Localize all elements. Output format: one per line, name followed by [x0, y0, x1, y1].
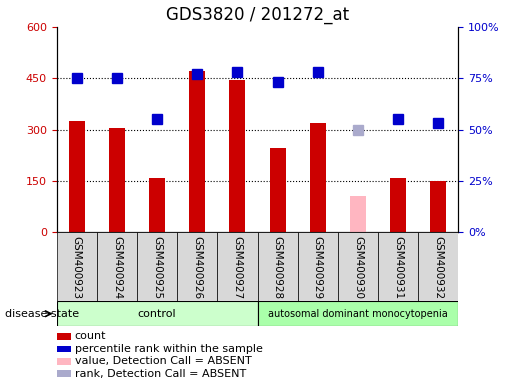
Text: GSM400928: GSM400928 — [272, 236, 283, 299]
Text: percentile rank within the sample: percentile rank within the sample — [75, 344, 263, 354]
Bar — [390, 177, 406, 232]
Bar — [57, 301, 258, 326]
Bar — [57, 232, 97, 301]
Bar — [430, 181, 447, 232]
Text: GSM400924: GSM400924 — [112, 236, 122, 299]
Text: GSM400931: GSM400931 — [393, 236, 403, 299]
Text: disease state: disease state — [5, 309, 79, 319]
Bar — [269, 149, 286, 232]
Text: count: count — [75, 331, 106, 341]
Text: GSM400926: GSM400926 — [192, 236, 202, 299]
Bar — [298, 232, 338, 301]
Bar — [68, 121, 85, 232]
Bar — [217, 232, 258, 301]
Bar — [57, 371, 71, 377]
Bar — [109, 128, 125, 232]
Text: GSM400925: GSM400925 — [152, 236, 162, 299]
Bar — [57, 333, 71, 340]
Text: GSM400932: GSM400932 — [433, 236, 443, 299]
Text: value, Detection Call = ABSENT: value, Detection Call = ABSENT — [75, 356, 251, 366]
Text: autosomal dominant monocytopenia: autosomal dominant monocytopenia — [268, 309, 448, 319]
Bar — [338, 232, 378, 301]
Bar — [189, 71, 205, 232]
Bar — [378, 232, 418, 301]
Bar — [137, 232, 177, 301]
Bar — [258, 232, 298, 301]
Text: control: control — [138, 309, 176, 319]
Title: GDS3820 / 201272_at: GDS3820 / 201272_at — [166, 6, 349, 24]
Bar — [418, 232, 458, 301]
Text: GSM400923: GSM400923 — [72, 236, 82, 299]
Bar — [149, 177, 165, 232]
Bar — [310, 123, 326, 232]
Bar — [229, 80, 246, 232]
Bar — [350, 196, 366, 232]
Text: rank, Detection Call = ABSENT: rank, Detection Call = ABSENT — [75, 369, 246, 379]
Bar — [57, 346, 71, 353]
Bar — [97, 232, 137, 301]
Bar — [177, 232, 217, 301]
Bar — [258, 301, 458, 326]
Bar — [57, 358, 71, 365]
Text: GSM400930: GSM400930 — [353, 236, 363, 299]
Text: GSM400927: GSM400927 — [232, 236, 243, 299]
Text: GSM400929: GSM400929 — [313, 236, 323, 299]
